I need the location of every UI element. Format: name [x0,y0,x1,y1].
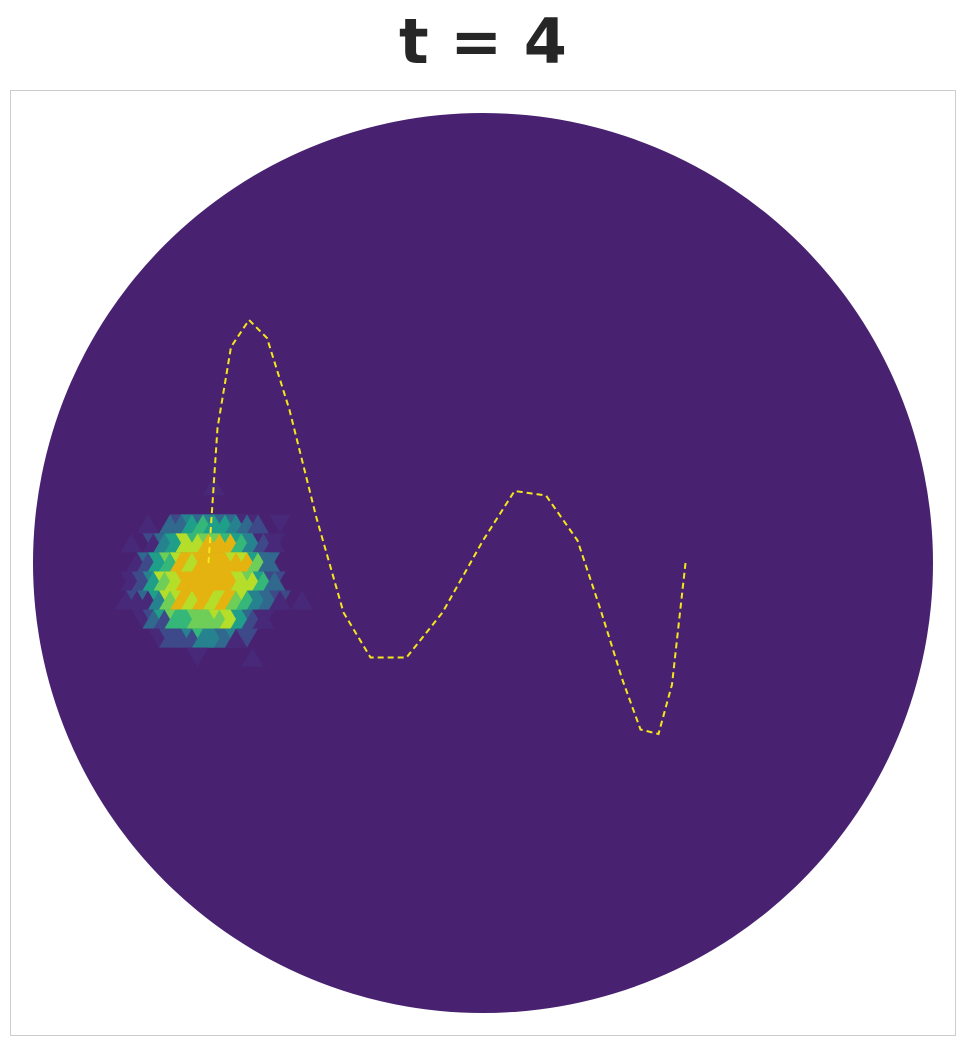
chart-title: t = 4 [399,5,567,78]
heatmap-cell [186,647,209,667]
heatmap-cell [225,628,247,648]
plot-frame [10,90,956,1036]
heatmap-cell [120,533,143,553]
heatmap-plot [33,113,933,1013]
heatmap-cell [236,628,258,648]
heatmap-cell [203,476,225,496]
heatmap-cell [252,609,275,629]
heatmap-cell [269,590,291,610]
heatmap-cell [263,571,286,591]
heatmap-cell [263,533,286,553]
heatmap-cell [247,514,269,534]
blob-layer [115,476,313,667]
heatmap-cell [269,514,291,534]
disk-field [33,113,933,1013]
heatmap-cell [258,552,280,572]
heatmap-cell [137,514,159,534]
heatmap-cell [241,647,264,667]
heatmap-cell [291,590,313,610]
